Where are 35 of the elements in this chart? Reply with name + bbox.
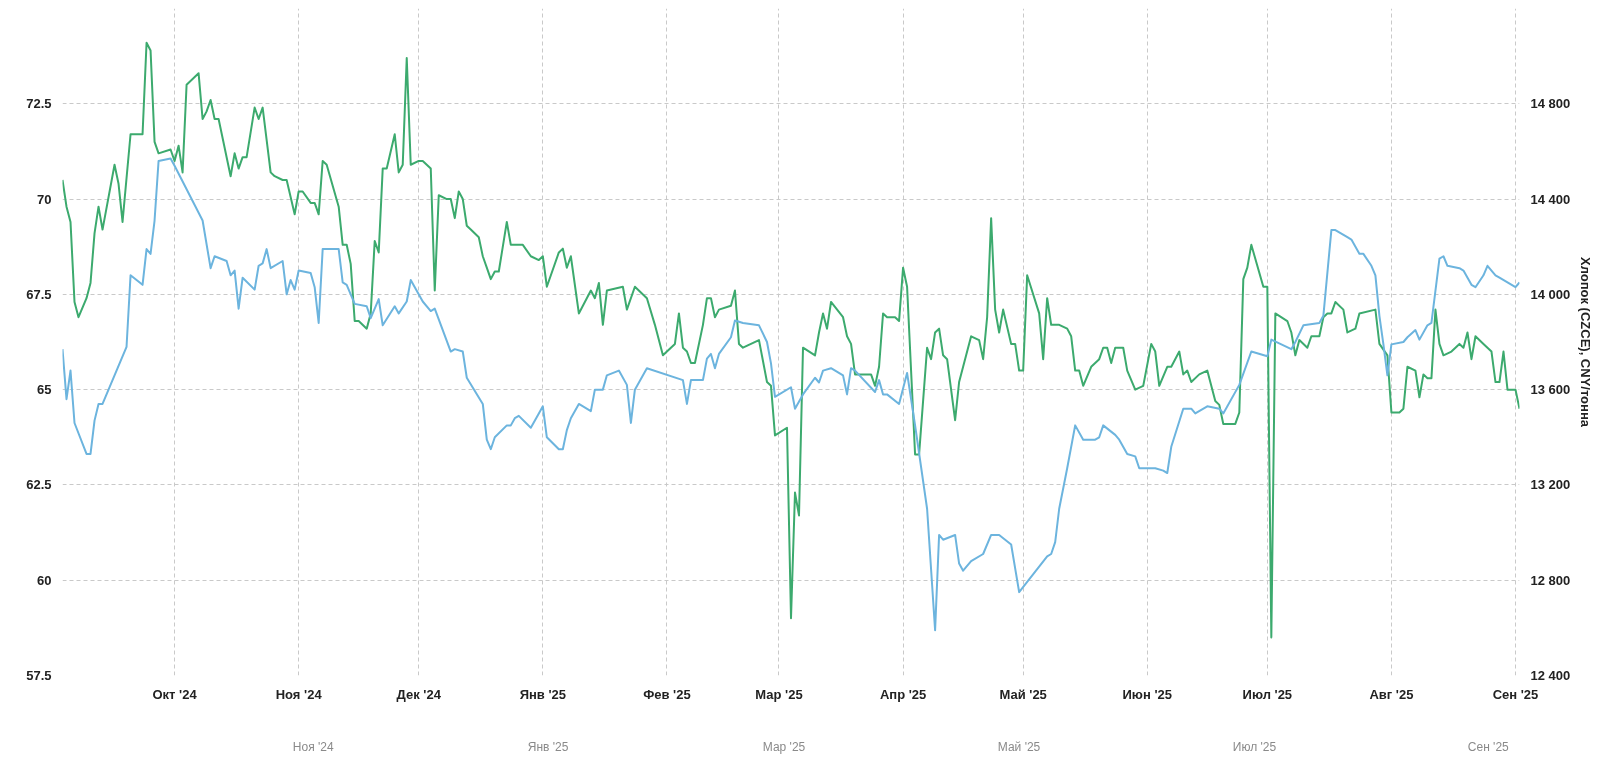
x-tick-label: Апр '25 [879,686,927,702]
x-tick-label: Июн '25 [1122,686,1172,702]
y2-tick-label: 12 800 [1530,572,1571,588]
x-tick-label: Ноя '24 [275,686,323,702]
text: Ноя '24 [292,739,334,754]
y-tick-label: 62.5 [26,477,52,493]
text: Сен '25 [1467,739,1510,754]
y-tick-label: 70 [37,191,52,207]
x-tick-label: Авг '25 [1369,686,1414,702]
y2-tick-label: 14 000 [1530,286,1571,302]
y2-axis-title: Хлопок (CZCE), CNY/тонна [1578,257,1594,428]
y2-tick-label: 13 200 [1530,477,1571,493]
line-series [62,41,1520,639]
y-tick-label: 60 [37,572,52,588]
y2-tick-label: 12 400 [1530,668,1571,683]
text: Мар '25 [762,739,806,754]
x-tick-label: Окт '24 [152,686,198,702]
x-tick-label: Мар '25 [755,686,803,702]
x-tick-label: Дек '24 [396,686,442,702]
x-tick-label: Сен '25 [1492,686,1539,702]
y-tick-label: 67.5 [26,286,52,302]
text: Май '25 [997,739,1041,754]
y-tick-label: 65 [37,382,52,398]
text: Июл '25 [1232,739,1277,754]
x-tick-label: Июл '25 [1242,686,1293,702]
x-tick-label: Янв '25 [519,686,567,702]
y2-tick-label: 13 600 [1530,382,1571,398]
y2-tick-label: 14 800 [1530,96,1571,112]
y2-tick-label: 14 400 [1530,191,1571,207]
line-series [62,157,1520,632]
x-tick-label: Май '25 [999,686,1047,702]
y-tick-label: 57.5 [26,668,52,683]
text: Янв '25 [527,739,569,754]
y-tick-label: 72.5 [26,96,52,112]
x-tick-label: Фев '25 [643,686,691,702]
